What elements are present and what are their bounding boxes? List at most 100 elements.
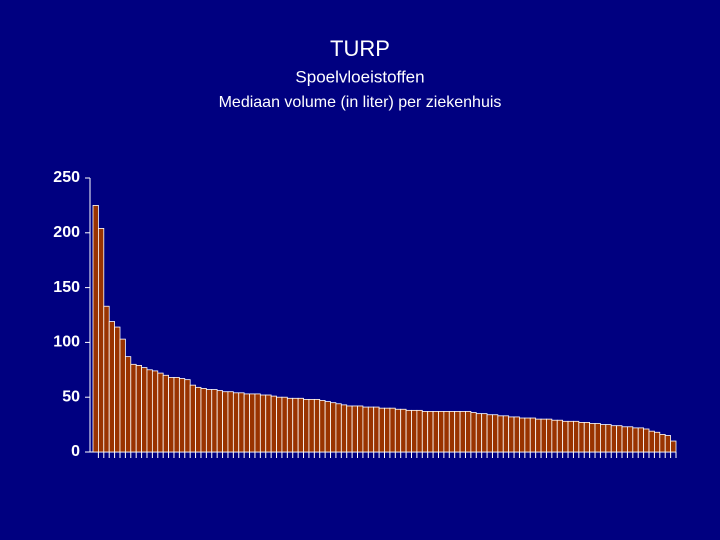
bar [227, 391, 234, 453]
bar [502, 415, 510, 453]
bar [205, 389, 213, 453]
y-tick-label: 50 [62, 388, 80, 405]
chart-title: TURP [330, 36, 390, 61]
bar [135, 365, 142, 453]
bar [529, 417, 537, 453]
bar [551, 419, 558, 453]
bar [535, 418, 542, 453]
bar [384, 407, 391, 453]
y-tick-label: 150 [53, 279, 80, 296]
bar [324, 401, 331, 453]
bar [432, 411, 439, 453]
bar [157, 372, 164, 453]
bar [303, 398, 310, 453]
bar [124, 356, 132, 453]
bar [281, 396, 288, 453]
bar [589, 423, 596, 453]
y-tick-label: 250 [53, 169, 80, 186]
bar [373, 406, 380, 453]
bar [222, 391, 229, 453]
bar [92, 204, 99, 453]
bar [594, 423, 601, 453]
bar [97, 228, 105, 453]
bar [184, 379, 191, 453]
bar [367, 406, 375, 453]
bar [346, 405, 353, 453]
bar [421, 411, 429, 453]
bar [643, 428, 650, 453]
bar [427, 411, 434, 453]
bar [637, 427, 645, 453]
bar [465, 411, 472, 453]
bar [497, 415, 504, 453]
bar [454, 411, 461, 453]
bar [249, 393, 256, 453]
bar [546, 418, 553, 453]
bar [114, 326, 121, 453]
bar [308, 398, 315, 453]
y-tick-label: 0 [71, 443, 80, 460]
bar [292, 397, 299, 453]
bar [632, 427, 639, 453]
bar [438, 411, 445, 453]
bar [508, 416, 515, 453]
bar [405, 409, 412, 453]
y-axis-label: Mediaan volume (in liter) per ziekenhuis [219, 94, 502, 111]
bar [475, 413, 483, 453]
bar [389, 407, 396, 453]
bar [362, 406, 369, 453]
bar [470, 412, 477, 453]
bar [627, 426, 634, 453]
bar [340, 404, 348, 453]
bar [664, 435, 672, 453]
bar [216, 390, 223, 453]
bar [600, 424, 607, 453]
bar [540, 418, 547, 453]
bar [243, 393, 250, 453]
bar [173, 377, 180, 453]
bar [481, 413, 488, 453]
bar [357, 405, 364, 453]
bar [400, 408, 407, 453]
bar [351, 405, 358, 453]
bar [119, 338, 126, 453]
bar [146, 369, 153, 453]
y-tick-label: 100 [53, 334, 80, 351]
bar [335, 403, 342, 453]
bar [443, 411, 450, 453]
bar [141, 367, 148, 453]
y-tick-label: 200 [53, 224, 80, 241]
bar [313, 398, 321, 453]
bar [319, 400, 326, 453]
bar [416, 409, 423, 453]
bar [378, 407, 385, 453]
bar [330, 402, 337, 453]
bar [411, 409, 418, 453]
bar [265, 394, 272, 453]
bar [448, 411, 456, 453]
bar [659, 434, 666, 453]
bar [605, 424, 612, 453]
bar [254, 393, 261, 453]
chart-subtitle: Spoelvloeistoffen [295, 67, 424, 86]
bar [513, 416, 520, 453]
bar [394, 408, 402, 453]
bar [259, 394, 267, 453]
bar [200, 388, 207, 453]
bar [562, 420, 569, 453]
bar [276, 396, 283, 453]
bar [459, 411, 466, 453]
bar [648, 430, 655, 453]
bar [519, 417, 526, 453]
bar [670, 440, 677, 453]
bar [270, 395, 277, 453]
bar [573, 420, 580, 453]
bar [297, 397, 304, 453]
bar [610, 425, 618, 453]
bar [178, 378, 186, 453]
bar [567, 420, 574, 453]
bar [621, 426, 628, 453]
bar [130, 363, 137, 453]
